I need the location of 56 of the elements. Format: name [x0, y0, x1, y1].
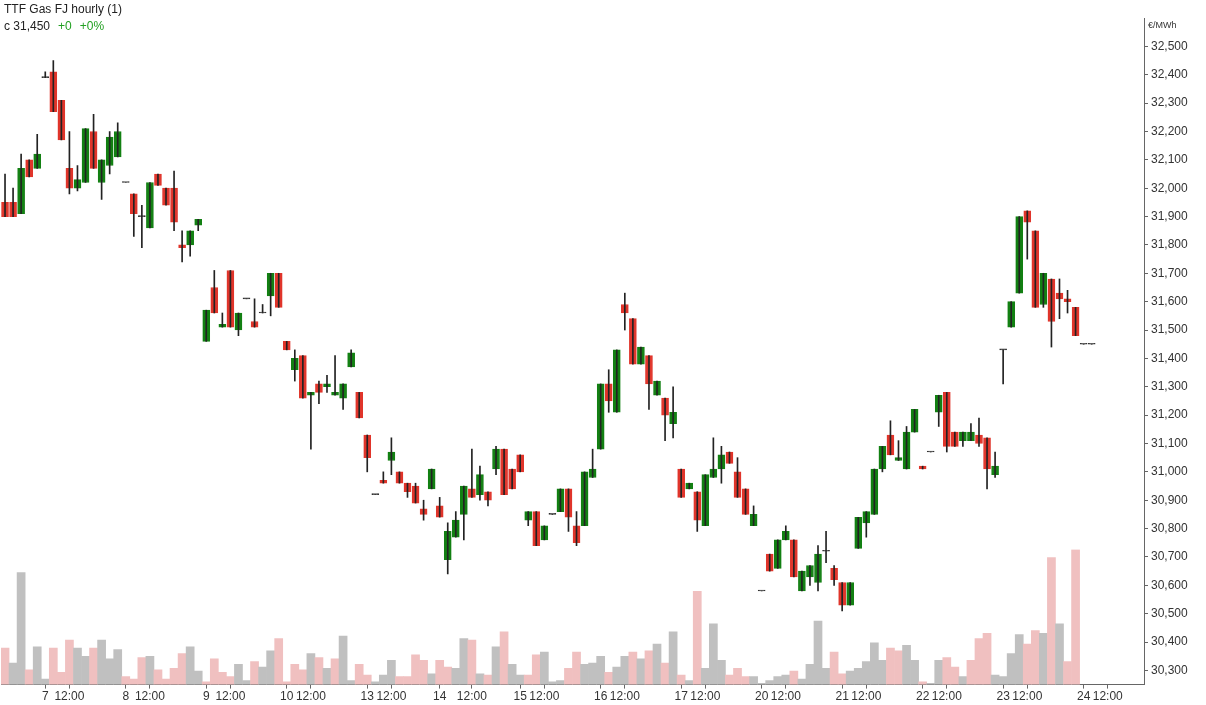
x-tick-label: 23 [996, 689, 1011, 704]
x-tick-label: 10 [280, 689, 294, 704]
y-tick-label: 32,000 [1151, 180, 1189, 195]
x-tick-label: 12:00 [456, 689, 488, 704]
y-tick-label: 30,300 [1151, 662, 1189, 677]
annotation: +0% [79, 19, 105, 33]
x-tick-label: 12:00 [215, 689, 246, 704]
y-tick-label: 32,400 [1151, 67, 1189, 82]
y-tick-label: 31,700 [1151, 265, 1189, 280]
x-tick-label: 12:00 [1012, 689, 1043, 704]
x-tick-label: 12:00 [54, 689, 85, 704]
x-tick-label: 12:00 [609, 689, 641, 704]
annotation: +0 [58, 19, 72, 33]
x-tick-label: 7 [41, 689, 49, 704]
y-tick-label: 30,900 [1151, 492, 1189, 507]
y-tick-label: 30,500 [1151, 606, 1189, 620]
y-tick-label: 31,500 [1151, 322, 1189, 337]
y-tick-label: 30,800 [1151, 520, 1189, 535]
y-tick-label: 31,400 [1151, 350, 1189, 365]
x-tick-label: 17 [674, 689, 689, 704]
y-tick-label: 30,600 [1151, 577, 1189, 592]
x-tick-label: 12:00 [134, 689, 166, 704]
y-tick-label: 31,900 [1151, 208, 1189, 223]
y-tick-label: 30,400 [1151, 634, 1189, 649]
x-tick-label: 12:00 [376, 689, 407, 704]
x-tick-label: 15 [513, 689, 528, 704]
x-tick-label: 24 [1076, 689, 1091, 704]
x-tick-label: 13 [360, 689, 375, 704]
y-tick-label: 31,800 [1151, 237, 1189, 252]
y-tick-label: 32,200 [1151, 123, 1189, 138]
x-tick-label: 21 [835, 689, 850, 704]
y-tick-label: 30,700 [1151, 549, 1189, 564]
y-tick-label: 31,000 [1151, 464, 1189, 479]
x-tick-label: 12:00 [851, 689, 882, 704]
x-tick-label: 12:00 [529, 689, 560, 704]
y-tick-label: 32,500 [1151, 38, 1189, 53]
x-tick-label: 9 [202, 689, 210, 704]
x-tick-label: 16 [593, 689, 608, 704]
y-tick-label: 32,300 [1151, 95, 1189, 110]
x-tick-label: 20 [754, 689, 769, 704]
x-tick-label: 22 [915, 689, 930, 704]
y-tick-label: 31,200 [1151, 407, 1189, 422]
x-tick-label: 12:00 [690, 689, 721, 704]
y-tick-label: 32,100 [1151, 152, 1189, 167]
y-axis-title: €/MWh [1148, 20, 1177, 30]
y-tick-label: 31,300 [1151, 379, 1189, 394]
x-tick-label: 14 [433, 689, 447, 704]
x-tick-label: 12:00 [1092, 689, 1124, 704]
chart-title: TTF Gas FJ hourly (1) [4, 2, 123, 16]
y-tick-label: 31,100 [1151, 435, 1189, 450]
chart-subtitle: c 31,450 [4, 19, 51, 33]
x-tick-label: 12:00 [295, 689, 327, 704]
x-tick-label: 8 [122, 689, 130, 704]
x-tick-label: 12:00 [931, 689, 963, 704]
y-tick-label: 31,600 [1151, 293, 1189, 308]
x-tick-label: 12:00 [770, 689, 802, 704]
